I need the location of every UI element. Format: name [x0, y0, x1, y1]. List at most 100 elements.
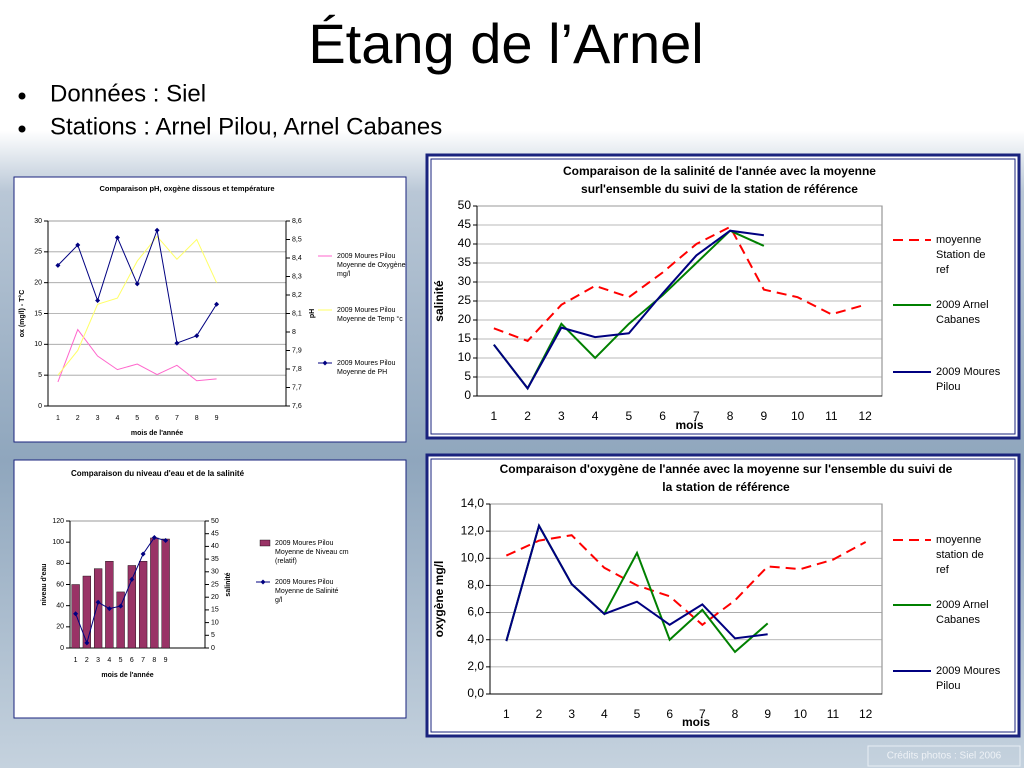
series-line: [505, 523, 768, 642]
x-tick-label: 11: [827, 707, 840, 721]
chart: Comparaison pH, oxgène dissous et tempér…: [13, 176, 407, 443]
y-tick-label: 30: [458, 274, 472, 288]
chart: Comparaison du niveau d'eau et de la sal…: [13, 459, 407, 719]
bar: [150, 537, 159, 649]
x-tick-label: 4: [601, 707, 608, 721]
x-tick-label: 7: [175, 415, 179, 422]
x-tick-label: 3: [96, 415, 100, 422]
y2-tick-label: 8,1: [292, 310, 302, 317]
legend-label: 2009 Moures Pilou Moyenne de Temp °c: [337, 307, 403, 323]
y-tick-label: 120: [52, 518, 64, 525]
legend-label: 2009 Moures Pilou Moyenne de Niveau cm (re…: [275, 540, 349, 565]
x-tick-label: 7: [141, 657, 145, 664]
x-tick-label: 3: [568, 707, 575, 721]
x-tick-label: 12: [859, 707, 873, 721]
y-tick-label: 12,0: [461, 523, 485, 537]
point-marker: [118, 603, 124, 609]
y-tick-label: 35: [458, 255, 472, 269]
y2-axis-label: salinité: [225, 572, 232, 596]
point-marker: [129, 576, 135, 582]
slide-title: Étang de l’Arnel: [308, 12, 703, 75]
point-marker: [73, 611, 79, 617]
plot-area: [489, 503, 883, 695]
y2-tick-label: 10: [211, 619, 219, 626]
point-marker: [95, 298, 101, 304]
y2-tick-label: 7,9: [292, 347, 302, 354]
point-marker: [55, 262, 61, 268]
x-tick-label: 6: [666, 707, 673, 721]
x-tick-label: 5: [634, 707, 641, 721]
x-tick-label: 4: [592, 409, 599, 423]
bar: [116, 591, 125, 649]
x-tick-label: 9: [764, 707, 771, 721]
legend-label: 2009 Moures Pilou Moyenne de Salinité g/l: [275, 579, 339, 604]
x-tick-label: 6: [659, 409, 666, 423]
y-tick-label: 45: [458, 217, 472, 231]
y-tick-label: 8,0: [467, 578, 484, 592]
bullet-text: Données : Siel: [50, 80, 206, 107]
x-tick-label: 9: [215, 415, 219, 422]
legend-label: moyenne Station de ref: [936, 234, 986, 276]
bar: [161, 538, 170, 649]
x-tick-label: 1: [491, 409, 498, 423]
legend-label: moyenne station de ref: [936, 534, 984, 576]
y2-tick-label: 8,3: [292, 273, 302, 280]
y-tick-label: 20: [34, 280, 42, 287]
legend-swatch: [259, 539, 271, 547]
y2-tick-label: 8: [292, 329, 296, 336]
y2-tick-label: 8,6: [292, 218, 302, 225]
point-marker: [140, 551, 146, 557]
y-tick-label: 50: [458, 198, 472, 212]
legend-label: 2009 Moures Pilou: [936, 366, 1001, 393]
x-tick-label: 8: [195, 415, 199, 422]
y-tick-label: 0: [38, 403, 42, 410]
x-tick-label: 5: [119, 657, 123, 664]
y-tick-label: 2,0: [467, 659, 484, 673]
y2-axis-label: pH: [309, 309, 316, 318]
legend-marker: [260, 579, 266, 585]
x-tick-label: 1: [74, 657, 78, 664]
x-tick-label: 5: [135, 415, 139, 422]
x-tick-label: 8: [152, 657, 156, 664]
y2-tick-label: 8,4: [292, 255, 302, 262]
y2-tick-label: 40: [211, 543, 219, 550]
bar: [127, 565, 137, 649]
y2-tick-label: 20: [211, 594, 219, 601]
point-marker: [163, 538, 169, 544]
y-tick-label: 10,0: [461, 550, 485, 564]
y-axis-label: ox (mg/l) - T°C: [18, 290, 26, 338]
y-tick-label: 10: [458, 350, 472, 364]
y-tick-label: 5: [464, 369, 471, 383]
y2-tick-label: 0: [211, 645, 215, 652]
point-marker: [75, 242, 81, 248]
chart-panel-inner: [430, 158, 1016, 435]
bar: [82, 575, 92, 649]
point-marker: [84, 640, 90, 646]
point-marker: [151, 535, 157, 541]
series-line: [57, 235, 218, 376]
x-tick-label: 7: [693, 409, 700, 423]
y-tick-label: 4,0: [467, 632, 484, 646]
x-tick-label: 3: [558, 409, 565, 423]
x-tick-label: 2: [76, 415, 80, 422]
y2-tick-label: 25: [211, 581, 219, 588]
legend-label: 2009 Moures Pilou Moyenne de Oxygène mg/l: [337, 253, 406, 278]
chart-title: Comparaison pH, oxgène dissous et tempér…: [99, 184, 274, 193]
y-tick-label: 0,0: [467, 686, 484, 700]
point-marker: [214, 301, 220, 307]
x-tick-label: 5: [626, 409, 633, 423]
x-tick-label: 1: [56, 415, 60, 422]
y2-tick-label: 8,5: [292, 236, 302, 243]
point-marker: [174, 340, 180, 346]
x-tick-label: 4: [107, 657, 111, 664]
x-tick-label: 2: [536, 707, 543, 721]
bar: [93, 568, 103, 649]
y2-tick-label: 8,2: [292, 292, 302, 299]
point-marker: [95, 599, 101, 605]
chart-title: Comparaison du niveau d'eau et de la sal…: [71, 469, 245, 478]
x-tick-label: 9: [164, 657, 168, 664]
x-tick-label: 2: [524, 409, 531, 423]
y-tick-label: 14,0: [461, 496, 485, 510]
chart-title: Comparaison d'oxygène de l'année avec la…: [500, 462, 953, 494]
